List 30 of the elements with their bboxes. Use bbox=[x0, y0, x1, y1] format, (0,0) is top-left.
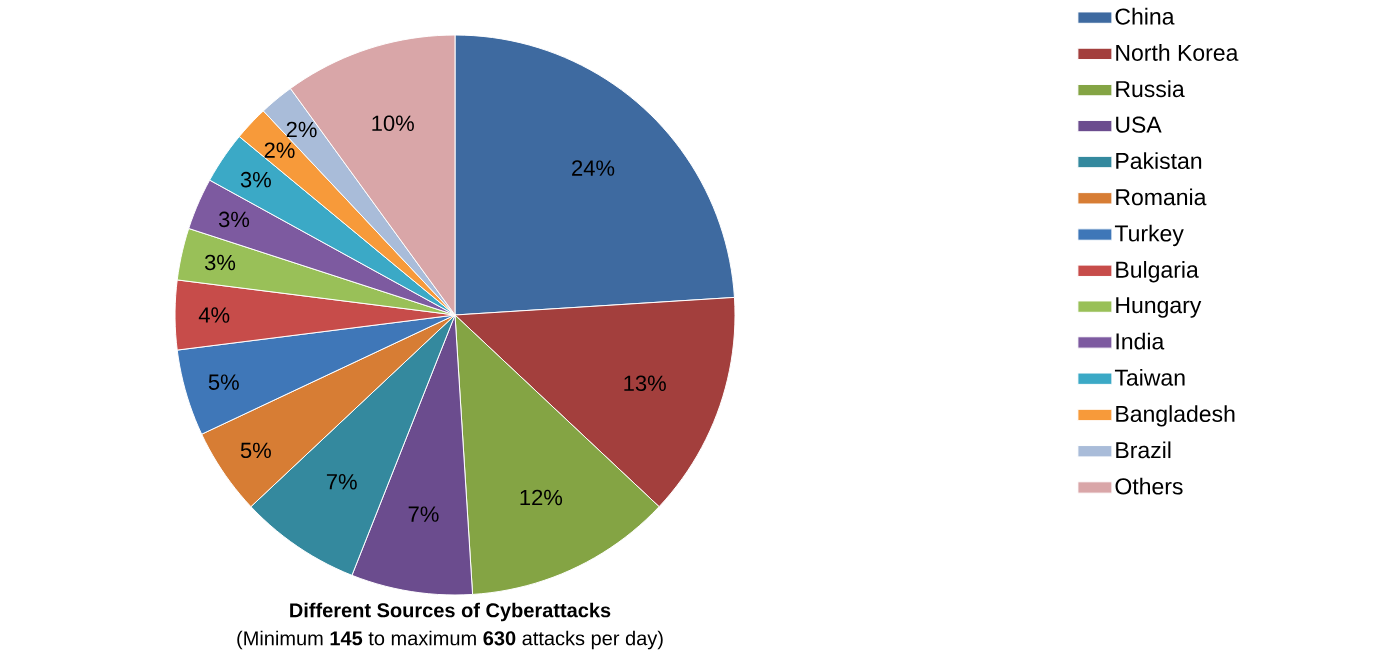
data-label: 12% bbox=[520, 489, 563, 506]
data-label: 3% bbox=[204, 254, 236, 271]
text: Different Sources of Cyberattacks bbox=[290, 602, 611, 622]
data-label: 24% bbox=[572, 160, 615, 176]
legend-label: Turkey bbox=[1114, 224, 1184, 247]
legend-label: Romania bbox=[1116, 188, 1207, 206]
text: (Minimum 145 to maximum 630 attacks per day) bbox=[237, 630, 663, 650]
data-label: 5% bbox=[208, 374, 239, 390]
legend-label: Bulgaria bbox=[1116, 260, 1199, 283]
legend-label: India bbox=[1116, 332, 1165, 350]
data-label: 3% bbox=[218, 211, 250, 228]
legend-label: Taiwan bbox=[1114, 368, 1185, 386]
data-label: 2% bbox=[286, 121, 317, 138]
legend-label: China bbox=[1115, 7, 1175, 25]
data-label: 10% bbox=[372, 115, 414, 132]
legend-label: Others bbox=[1115, 477, 1183, 495]
legend-label: USA bbox=[1116, 116, 1162, 133]
legend-label: Bangladesh bbox=[1116, 405, 1235, 427]
data-label: 13% bbox=[624, 375, 666, 392]
data-label: 7% bbox=[326, 474, 357, 490]
data-label: 7% bbox=[408, 506, 439, 522]
legend-label: Russia bbox=[1116, 80, 1185, 98]
legend-label: Hungary bbox=[1116, 297, 1202, 318]
data-label: 3% bbox=[240, 171, 271, 188]
legend-label: Brazil bbox=[1116, 441, 1171, 459]
data-label: 5% bbox=[240, 442, 271, 459]
legend-label: Pakistan bbox=[1116, 152, 1202, 170]
legend-label: North Korea bbox=[1116, 44, 1239, 61]
data-label: 2% bbox=[264, 142, 295, 158]
data-label: 4% bbox=[198, 307, 230, 323]
